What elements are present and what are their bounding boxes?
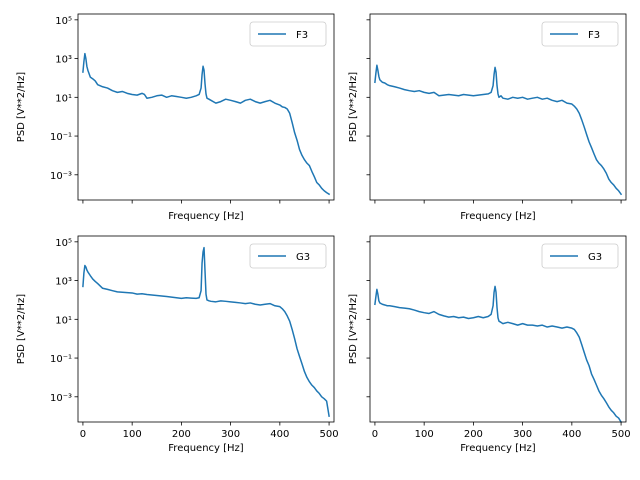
chart-bottom-right: 0 100 200 300 400 500 Frequency [Hz] PSD [V**2/…: [348, 235, 631, 454]
chart-top-left-legend: F3: [249, 21, 327, 47]
chart-top-right-legend-label: F3: [588, 30, 600, 41]
chart-top-left-series-line-0: [82, 52, 331, 196]
chart-bottom-left-y-tick-label: 10³: [55, 277, 72, 288]
chart-top-right-legend-box: [541, 21, 619, 47]
chart-top-right-legend: F3: [541, 21, 619, 47]
chart-bottom-right-legend-box: [541, 243, 619, 269]
chart-bottom-left-y-tick-label: 10⁵: [55, 238, 72, 249]
chart-top-right-axes-frame: [369, 13, 627, 201]
chart-top-left-y-axis-label: PSD [V**2/Hz]: [16, 72, 27, 142]
chart-bottom-left-series-line-0: [82, 246, 330, 418]
chart-bottom-left-legend: G3: [249, 243, 327, 269]
chart-bottom-right-legend: G3: [541, 243, 619, 269]
chart-top-right: Frequency [Hz] PSD [V**2/Hz] F3: [348, 13, 627, 222]
chart-top-left-x-axis-label: Frequency [Hz]: [168, 211, 244, 222]
chart-bottom-left-x-tick-label: 100: [123, 429, 142, 440]
chart-bottom-right-x-tick-label: 500: [612, 429, 631, 440]
chart-top-left-y-tick-label: 10¹: [55, 93, 72, 104]
chart-bottom-left-x-tick-label: 400: [270, 429, 289, 440]
chart-bottom-right-x-tick-label: 400: [562, 429, 581, 440]
chart-top-left-y-tick-label: 10³: [55, 55, 72, 66]
chart-bottom-left-y-tick-label: 10⁻¹: [50, 354, 72, 365]
chart-bottom-left-x-tick-label: 300: [221, 429, 240, 440]
chart-bottom-right-x-tick-label: 0: [372, 429, 378, 440]
chart-bottom-left-y-tick-label: 10¹: [55, 315, 72, 326]
chart-bottom-left-x-tick-label: 200: [172, 429, 191, 440]
chart-bottom-right-x-tick-label: 100: [415, 429, 434, 440]
chart-top-left-legend-label: F3: [296, 30, 308, 41]
chart-bottom-right-axes-frame: [369, 235, 627, 423]
chart-bottom-right-x-axis-label: Frequency [Hz]: [460, 443, 536, 454]
chart-bottom-left-legend-box: [249, 243, 327, 269]
chart-bottom-left-x-tick-label: 0: [80, 429, 86, 440]
chart-bottom-right-legend-label: G3: [588, 252, 602, 263]
chart-bottom-right-series-line-0: [374, 285, 623, 424]
chart-top-left-y-tick-label: 10⁻³: [50, 171, 72, 182]
chart-bottom-left-axes-frame: [77, 235, 335, 423]
chart-bottom-left-x-axis-label: Frequency [Hz]: [168, 443, 244, 454]
chart-bottom-left-y-axis-label: PSD [V**2/Hz]: [16, 294, 27, 364]
chart-bottom-right-y-axis-label: PSD [V**2/Hz]: [348, 294, 359, 364]
chart-top-right-x-axis-label: Frequency [Hz]: [460, 211, 536, 222]
chart-top-left-legend-box: [249, 21, 327, 47]
chart-top-left: 10⁻³ 10⁻¹ 10¹ 10³ 10⁵ Frequency [Hz] PSD [V**2…: [16, 13, 335, 222]
chart-top-left-y-tick-label: 10⁻¹: [50, 132, 72, 143]
chart-bottom-left-x-tick-label: 500: [320, 429, 339, 440]
chart-top-right-series-line-0: [374, 64, 623, 196]
chart-bottom-right-x-tick-label: 300: [513, 429, 532, 440]
chart-bottom-right-x-tick-label: 200: [464, 429, 483, 440]
chart-bottom-left-y-tick-label: 10⁻³: [50, 393, 72, 404]
chart-top-right-y-axis-label: PSD [V**2/Hz]: [348, 72, 359, 142]
chart-bottom-left: 0 100 200 300 400 500 10⁻³ 10⁻¹ 10¹ 10³ 10⁵ Frequen…: [16, 235, 339, 454]
chart-top-left-axes-frame: [77, 13, 335, 201]
chart-bottom-left-legend-label: G3: [296, 252, 310, 263]
chart-top-left-y-tick-label: 10⁵: [55, 16, 72, 27]
